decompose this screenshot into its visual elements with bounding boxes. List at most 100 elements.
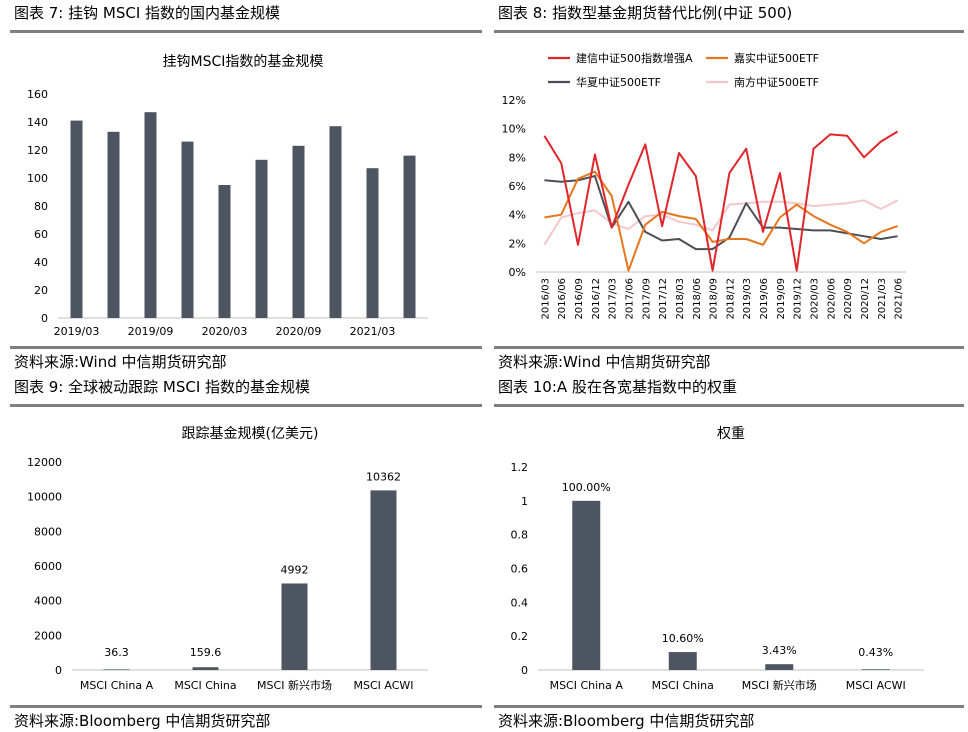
legend-label: 嘉实中证500ETF <box>734 51 819 65</box>
y-tick-label: 12000 <box>27 456 62 469</box>
bar <box>668 652 697 670</box>
bar <box>70 120 83 318</box>
y-tick-label: 4% <box>509 209 526 222</box>
figure-10-source: 资料来源:Bloomberg 中信期货研究部 <box>498 712 755 730</box>
y-tick-label: 0.6 <box>511 563 529 576</box>
y-tick-label: 6% <box>509 180 526 193</box>
x-tick-label: 2019/03 <box>742 278 753 320</box>
x-tick-label: 2021/06 <box>894 278 905 320</box>
y-tick-label: 80 <box>34 200 48 213</box>
x-tick-label: 2018/03 <box>675 278 686 320</box>
figure-7-bottom-rule <box>10 346 482 349</box>
bar <box>281 583 308 670</box>
figure-9-bottom-rule <box>10 705 482 708</box>
x-tick-label: MSCI ACWI <box>846 679 906 692</box>
figure-10-title: 图表 10:A 股在各宽基指数中的权重 <box>498 378 737 396</box>
x-tick-label: 2020/06 <box>826 278 837 320</box>
bar <box>572 500 601 670</box>
bar <box>292 145 305 318</box>
x-tick-label: 2018/09 <box>709 278 720 320</box>
x-tick-label: MSCI China A <box>550 679 624 692</box>
x-tick-label: 2020/03 <box>810 278 821 320</box>
x-tick-label: MSCI China <box>652 679 714 692</box>
figure-7-panel: 图表 7: 挂钩 MSCI 指数的国内基金规模 挂钩MSCI指数的基金规模 0 20… <box>10 0 482 372</box>
y-tick-label: 1 <box>521 495 528 508</box>
figure-10-top-rule <box>494 404 964 407</box>
data-label: 3.43% <box>762 644 797 657</box>
x-tick-label: 2019/03 <box>54 325 100 338</box>
y-tick-label: 0.2 <box>511 630 529 643</box>
figure-7-source: 资料来源:Wind 中信期货研究部 <box>14 353 227 371</box>
bar <box>366 168 379 318</box>
figure-8-title: 图表 8: 指数型基金期货替代比例(中证 500) <box>498 4 793 22</box>
x-tick-label: 2017/06 <box>625 278 636 320</box>
figure-10-panel: 图表 10:A 股在各宽基指数中的权重 权重 0 0.2 0.4 0.6 0.8 1 1.2 1… <box>494 374 964 732</box>
figure-9-top-rule <box>10 404 482 407</box>
x-tick-label: MSCI China <box>174 679 236 692</box>
y-tick-label: 160 <box>27 88 48 101</box>
x-tick-label: 2021/03 <box>877 278 888 320</box>
x-tick-label: MSCI 新兴市场 <box>257 678 332 692</box>
data-label: 0.43% <box>858 646 893 659</box>
data-label: 10.60% <box>662 632 704 645</box>
bar <box>144 112 157 318</box>
legend-label: 华夏中证500ETF <box>576 75 661 89</box>
y-tick-label: 12% <box>502 94 526 107</box>
bar <box>107 131 120 318</box>
y-tick-label: 4000 <box>34 595 62 608</box>
y-tick-label: 6000 <box>34 560 62 573</box>
x-tick-label: 2016/03 <box>540 278 551 320</box>
y-tick-label: 120 <box>27 144 48 157</box>
y-tick-label: 8000 <box>34 525 62 538</box>
y-tick-label: 140 <box>27 116 48 129</box>
figure-9-title: 图表 9: 全球被动跟踪 MSCI 指数的基金规模 <box>14 378 311 396</box>
figure-10-bar-chart: 权重 0 0.2 0.4 0.6 0.8 1 1.2 100.00% MSCI China A 10… <box>511 426 924 692</box>
y-tick-label: 40 <box>34 256 48 269</box>
y-tick-label: 0.8 <box>511 529 529 542</box>
x-tick-label: 2018/06 <box>692 278 703 320</box>
data-label: 4992 <box>281 563 309 576</box>
x-tick-label: 2020/09 <box>276 325 322 338</box>
x-tick-label: 2018/12 <box>725 278 736 320</box>
y-tick-label: 0 <box>521 664 528 677</box>
figure-8-top-rule <box>494 30 964 33</box>
figure-9-panel: 图表 9: 全球被动跟踪 MSCI 指数的基金规模 跟踪基金规模(亿美元) 0 20… <box>10 374 482 732</box>
data-label: 36.3 <box>104 646 129 659</box>
chart-title: 跟踪基金规模(亿美元) <box>182 425 319 442</box>
figure-8-source: 资料来源:Wind 中信期货研究部 <box>498 353 711 371</box>
x-tick-label: 2020/09 <box>843 278 854 320</box>
figure-7-bar-chart: 挂钩MSCI指数的基金规模 0 20 40 60 80 100 120 140 160 2019/0… <box>27 53 428 338</box>
y-tick-label: 2% <box>509 237 526 250</box>
y-tick-label: 1.2 <box>511 461 529 474</box>
y-tick-label: 10000 <box>27 491 62 504</box>
figure-7-top-rule <box>10 30 482 33</box>
x-tick-label: 2019/06 <box>759 278 770 320</box>
x-tick-label: 2017/03 <box>608 278 619 320</box>
bar <box>218 185 231 318</box>
x-tick-label: 2016/09 <box>574 278 585 320</box>
series-line <box>543 130 899 272</box>
y-tick-label: 20 <box>34 284 48 297</box>
x-tick-label: MSCI 新兴市场 <box>742 678 817 692</box>
x-tick-label: 2016/12 <box>591 278 602 320</box>
y-tick-label: 0 <box>55 664 62 677</box>
series-line <box>544 175 898 251</box>
y-tick-label: 2000 <box>34 629 62 642</box>
data-label: 159.6 <box>190 646 222 659</box>
bar <box>181 141 194 318</box>
bar <box>403 155 416 318</box>
x-tick-label: 2020/12 <box>860 278 871 320</box>
x-tick-label: 2019/09 <box>128 325 174 338</box>
figure-8-bottom-rule <box>494 346 964 349</box>
bar <box>765 664 794 670</box>
bar <box>103 669 130 670</box>
figure-9-source: 资料来源:Bloomberg 中信期货研究部 <box>14 712 271 730</box>
series-line <box>544 170 898 272</box>
chart-title: 挂钩MSCI指数的基金规模 <box>163 53 324 70</box>
bar <box>861 669 890 670</box>
y-tick-label: 8% <box>509 151 526 164</box>
x-tick-label: 2020/03 <box>202 325 248 338</box>
x-tick-label: 2017/09 <box>641 278 652 320</box>
x-tick-label: 2021/03 <box>350 325 396 338</box>
figure-10-bottom-rule <box>494 705 964 708</box>
